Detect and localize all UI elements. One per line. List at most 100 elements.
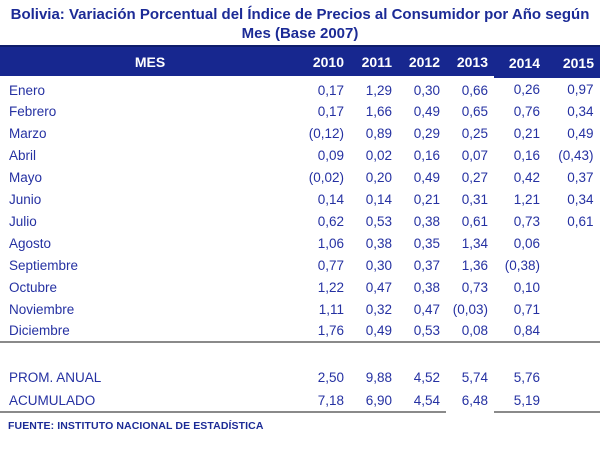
value-cell-2011: 0,53: [365, 213, 392, 229]
value-cell-2015: 0,37: [546, 166, 600, 188]
value-cell-2011: 0,20: [365, 169, 392, 185]
col-header-2013: 2013: [446, 45, 494, 80]
value-cell-2013: 0,07: [461, 147, 488, 163]
value-cell-2013: 0,73: [461, 279, 488, 295]
value-cell-2014: 0,26: [513, 81, 540, 97]
value-cell-2015: (0,43): [546, 144, 600, 166]
value-cell-2010: 0,17: [317, 103, 344, 119]
value-cell-2012: 0,29: [413, 125, 440, 141]
value-cell-2011: 0,38: [365, 235, 392, 251]
row-label: Mayo: [9, 169, 43, 185]
table-row-junio: Junio 0,14 0,14 0,21 0,31 1,21 0,34: [0, 188, 600, 210]
value-cell-2012: 0,53: [413, 323, 440, 338]
value-cell-2014: 5,76: [513, 370, 540, 385]
value-cell-2011: 0,89: [365, 125, 392, 141]
table-header-row: MES 2010 2011 2012 2013 2014 2015: [0, 45, 600, 80]
value-cell-2013: 1,34: [461, 235, 488, 251]
value-cell-2013: 0,61: [461, 213, 488, 229]
value-cell-2011: 9,88: [365, 370, 392, 385]
value-cell-2010: 1,76: [317, 323, 344, 338]
row-label: Julio: [9, 213, 37, 229]
value-cell-2011: 1,29: [365, 82, 392, 98]
value-cell-2012: 4,52: [413, 370, 440, 385]
value-cell-2013: (0,03): [452, 301, 488, 317]
value-cell-2012: 0,49: [413, 169, 440, 185]
value-cell-2012: 0,38: [413, 213, 440, 229]
value-cell-2015: 0,49: [546, 122, 600, 144]
table-row-prom-anual: PROM. ANUAL 2,50 9,88 4,52 5,74 5,76: [0, 366, 600, 389]
value-cell-2010: (0,02): [308, 169, 344, 185]
col-header-mes: MES: [0, 45, 300, 80]
value-cell-2015: [546, 254, 600, 276]
row-label: Diciembre: [9, 323, 70, 338]
value-cell-2010: (0,12): [308, 125, 344, 141]
value-cell-2013: 0,66: [461, 82, 488, 98]
table-row-acumulado: ACUMULADO 7,18 6,90 4,54 6,48 5,19: [0, 389, 600, 413]
value-cell-2013: 0,08: [461, 323, 488, 338]
value-cell-2012: 0,49: [413, 103, 440, 119]
value-cell-2014: 0,84: [513, 323, 540, 338]
section-divider: [0, 341, 600, 366]
source-note: FUENTE: INSTITUTO NACIONAL DE ESTADÍSTIC…: [8, 420, 264, 432]
table-row-julio: Julio 0,62 0,53 0,38 0,61 0,73 0,61: [0, 210, 600, 232]
value-cell-2014: 5,19: [494, 389, 546, 413]
value-cell-2012: 0,37: [413, 257, 440, 273]
cpi-table: MES 2010 2011 2012 2013 2014 2015 Enero 0,17 1,2…: [0, 45, 600, 413]
value-cell-2015: [546, 298, 600, 320]
value-cell-2010: 1,22: [317, 279, 344, 295]
value-cell-2010: 1,11: [318, 301, 344, 317]
value-cell-2011: 0,47: [365, 279, 392, 295]
table-body: Enero 0,17 1,29 0,30 0,66 0,26 0,97 Febrero 0,17…: [0, 78, 600, 413]
table-row-mayo: Mayo (0,02) 0,20 0,49 0,27 0,42 0,37: [0, 166, 600, 188]
value-cell-2010: 0,62: [317, 213, 344, 229]
value-cell-2010: 7,18: [300, 389, 350, 413]
row-label: ACUMULADO: [0, 389, 300, 413]
value-cell-2013: 0,27: [461, 169, 488, 185]
table-row-noviembre: Noviembre 1,11 0,32 0,47 (0,03) 0,71: [0, 298, 600, 320]
table-row-octubre: Octubre 1,22 0,47 0,38 0,73 0,10: [0, 276, 600, 298]
col-header-2015: 2015: [546, 45, 600, 78]
table-row-enero: Enero 0,17 1,29 0,30 0,66 0,26 0,97: [0, 78, 600, 100]
row-label: Junio: [9, 191, 42, 207]
row-label: Abril: [9, 147, 37, 163]
col-header-2010: 2010: [300, 45, 350, 80]
value-cell-2013: 6,48: [461, 393, 488, 408]
value-cell-2014: 0,42: [513, 169, 540, 185]
value-cell-2014: 0,16: [513, 147, 540, 163]
value-cell-2011: 0,14: [365, 191, 392, 207]
row-label: Febrero: [9, 103, 57, 119]
value-cell-2014: 0,06: [513, 235, 540, 251]
value-cell-2011: 0,49: [365, 323, 392, 338]
row-label: Marzo: [9, 125, 47, 141]
row-label: PROM. ANUAL: [9, 370, 102, 385]
value-cell-2010: 0,17: [317, 82, 344, 98]
value-cell-2011: 0,32: [365, 301, 392, 317]
value-cell-2014: 0,21: [513, 125, 540, 141]
table-row-marzo: Marzo (0,12) 0,89 0,29 0,25 0,21 0,49: [0, 122, 600, 144]
table-row-abril: Abril 0,09 0,02 0,16 0,07 0,16 (0,43): [0, 144, 600, 166]
value-cell-2015: [546, 389, 600, 413]
value-cell-2010: 0,77: [317, 257, 344, 273]
value-cell-2015: [546, 366, 600, 389]
value-cell-2014: 0,76: [513, 103, 540, 119]
row-label: Noviembre: [9, 301, 75, 317]
value-cell-2014: (0,38): [504, 257, 540, 273]
col-header-2011: 2011: [350, 45, 398, 80]
value-cell-2011: 6,90: [350, 389, 398, 413]
row-label: Enero: [9, 82, 46, 98]
value-cell-2014: 0,10: [513, 279, 540, 295]
row-label: Octubre: [9, 279, 58, 295]
value-cell-2015: [546, 276, 600, 298]
value-cell-2012: 0,35: [413, 235, 440, 251]
page-title: Bolivia: Variación Porcentual del Índice…: [10, 6, 590, 42]
row-label: Septiembre: [9, 257, 79, 273]
value-cell-2013: 5,74: [461, 370, 488, 385]
value-cell-2015: 0,61: [546, 210, 600, 232]
value-cell-2011: 0,30: [365, 257, 392, 273]
value-cell-2012: 0,30: [413, 82, 440, 98]
value-cell-2013: 1,36: [461, 257, 488, 273]
value-cell-2013: 0,25: [461, 125, 488, 141]
value-cell-2010: 2,50: [317, 370, 344, 385]
value-cell-2013: 0,31: [461, 191, 488, 207]
table-row-agosto: Agosto 1,06 0,38 0,35 1,34 0,06: [0, 232, 600, 254]
